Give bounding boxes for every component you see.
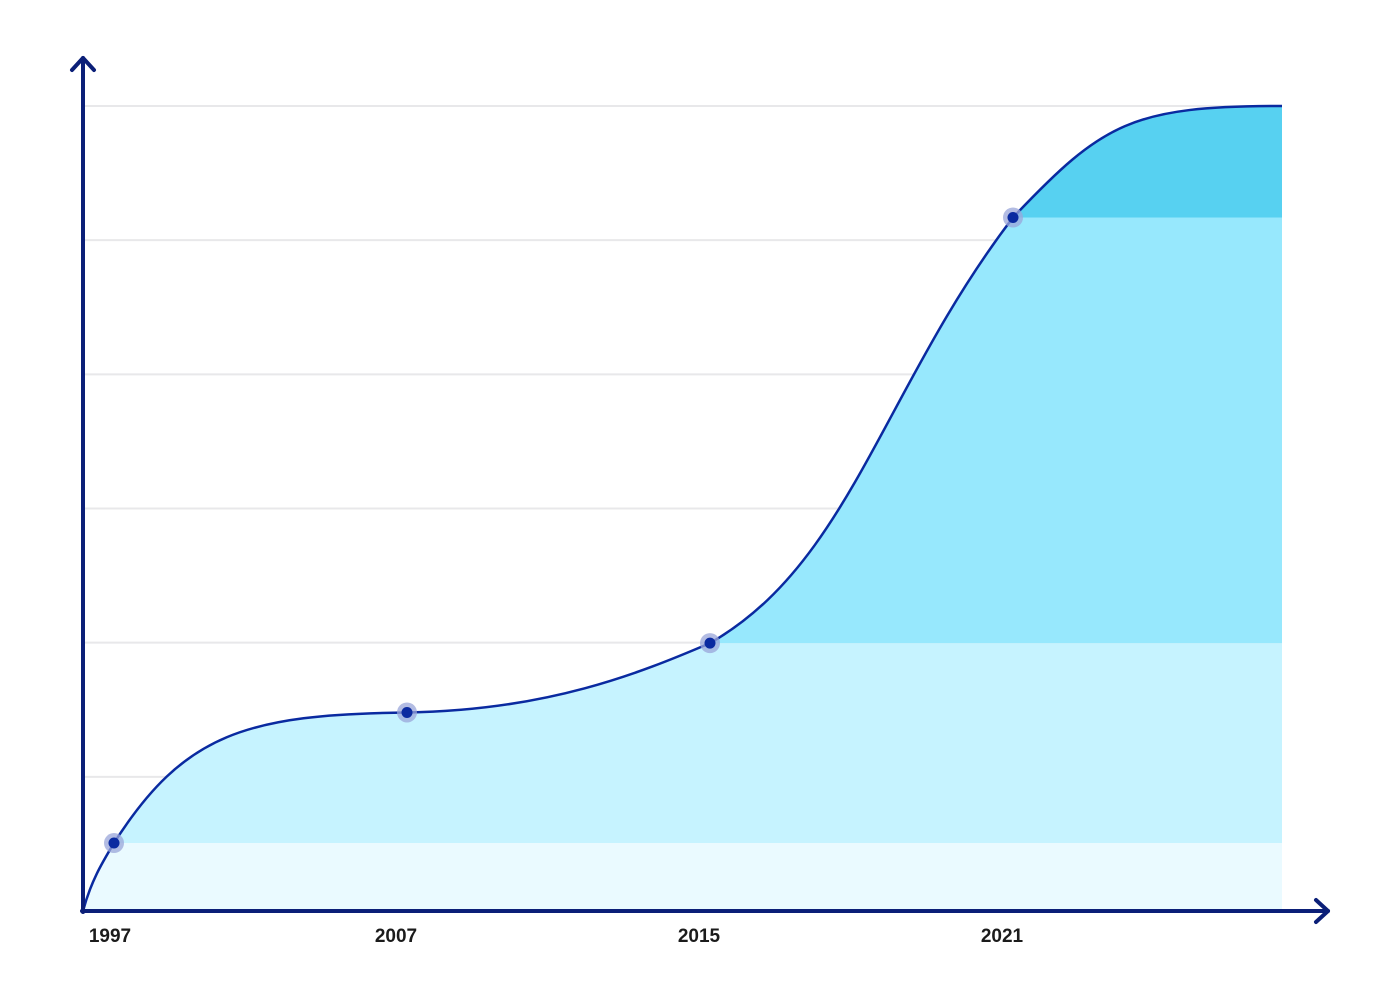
- x-tick-label: 1997: [89, 926, 131, 947]
- data-markers: [104, 207, 1023, 854]
- data-point: [104, 833, 124, 854]
- data-point-dot: [401, 706, 413, 718]
- series-line-layer: [81, 104, 1283, 912]
- y-axis-arrow-icon: [70, 56, 96, 72]
- data-point-dot: [704, 637, 716, 649]
- data-point: [1003, 207, 1023, 228]
- series-line: [81, 104, 1283, 912]
- area-band: [83, 643, 1282, 844]
- area-fill-bands: [83, 106, 1282, 911]
- data-point-dot: [1007, 212, 1019, 224]
- area-band: [83, 843, 1282, 911]
- x-tick-label: 2015: [678, 926, 721, 947]
- data-point: [700, 633, 720, 654]
- area-band: [83, 106, 1282, 218]
- axes: [70, 56, 1330, 924]
- x-tick-label: 2021: [981, 926, 1024, 947]
- x-tick-labels: 1997 2007 2015 2021: [89, 926, 1024, 947]
- data-point: [397, 702, 417, 723]
- area-band: [83, 217, 1282, 644]
- x-tick-label: 2007: [375, 926, 417, 947]
- x-axis-arrow-icon: [1314, 898, 1330, 924]
- data-point-dot: [108, 837, 120, 849]
